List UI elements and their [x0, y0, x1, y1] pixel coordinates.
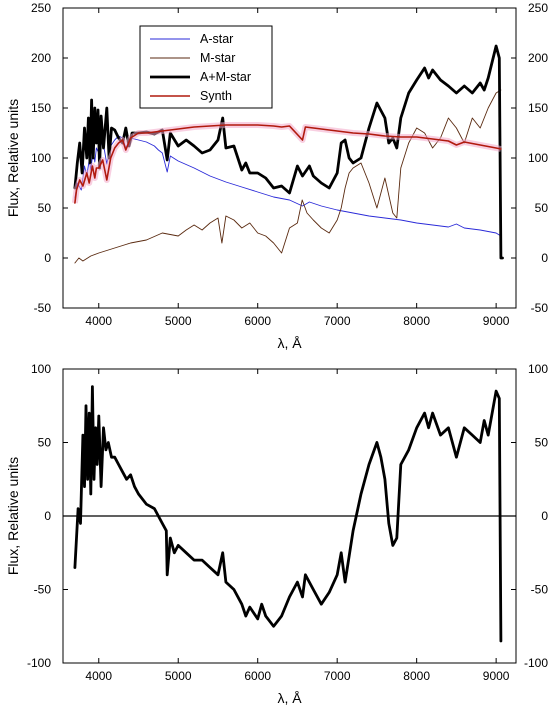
series-group: [71, 44, 504, 264]
y-tick-label-left: -50: [34, 301, 52, 315]
y-tick-label-right: 250: [528, 1, 548, 15]
y-tick-label-left: 250: [31, 1, 51, 15]
y-tick-label-right: 0: [541, 509, 548, 523]
x-tick-label: 7000: [324, 669, 351, 683]
x-tick-label: 4000: [85, 669, 112, 683]
x-axis-label: λ, Å: [277, 335, 302, 351]
legend: A-star M-star A+M-star Synth: [139, 25, 273, 109]
y-tick-label-right: 150: [528, 101, 548, 115]
x-tick-label: 8000: [403, 669, 430, 683]
y-axis-label: Flux, Relative units: [5, 99, 21, 217]
y-tick-label-left: 0: [44, 509, 51, 523]
y-tick-label-right: 50: [535, 201, 549, 215]
x-tick-label: 5000: [165, 669, 192, 683]
legend-label: A-star: [200, 32, 233, 46]
y-tick-label-right: -50: [531, 583, 549, 597]
x-tick-label: 4000: [85, 314, 112, 328]
series-group: [73, 385, 503, 643]
y-tick-label-right: 50: [535, 436, 549, 450]
y-tick-label-left: -50: [34, 583, 52, 597]
y-tick-label-right: 0: [541, 251, 548, 265]
x-tick-label: 5000: [165, 314, 192, 328]
y-tick-label-right: 100: [528, 362, 548, 376]
y-tick-label-right: -100: [524, 656, 548, 670]
x-axis-label: λ, Å: [277, 690, 302, 706]
legend-box: [139, 25, 273, 109]
y-tick-label-left: 100: [31, 362, 51, 376]
x-tick-label: 8000: [403, 314, 430, 328]
top-panel: 4000 5000 6000 7000 8000 9000 -50 -50 0 0 50 50 100 1…: [5, 1, 548, 351]
y-tick-label-right: -50: [531, 301, 549, 315]
y-tick-label-right: 100: [528, 151, 548, 165]
y-tick-label-left: 50: [38, 436, 52, 450]
series-m-star-line: [74, 89, 502, 264]
y-tick-label-right: 200: [528, 51, 548, 65]
y-tick-label-left: 150: [31, 101, 51, 115]
legend-label: A+M-star: [200, 70, 251, 84]
series-a-m-star-line: [73, 44, 504, 260]
y-tick-label-left: 0: [44, 251, 51, 265]
x-tick-label: 6000: [244, 669, 271, 683]
plot-frame: [62, 7, 517, 309]
legend-label: M-star: [200, 51, 235, 65]
y-tick-label-left: 100: [31, 151, 51, 165]
x-tick-label: 6000: [244, 314, 271, 328]
y-tick-label-left: -100: [27, 656, 51, 670]
y-tick-label-left: 50: [38, 201, 52, 215]
series-a-star-line: [74, 135, 502, 237]
y-tick-label-left: 200: [31, 51, 51, 65]
y-axis-label: Flux, Relative units: [5, 457, 21, 575]
x-tick-label: 9000: [483, 669, 510, 683]
legend-label: Synth: [200, 89, 232, 103]
series-difference-line: [73, 385, 503, 643]
series-synth-line: [74, 124, 502, 204]
x-tick-label: 7000: [324, 314, 351, 328]
bottom-panel: 4000 5000 6000 7000 8000 9000 -100 -100 -50 -50 0 0…: [5, 362, 548, 706]
x-tick-label: 9000: [483, 314, 510, 328]
